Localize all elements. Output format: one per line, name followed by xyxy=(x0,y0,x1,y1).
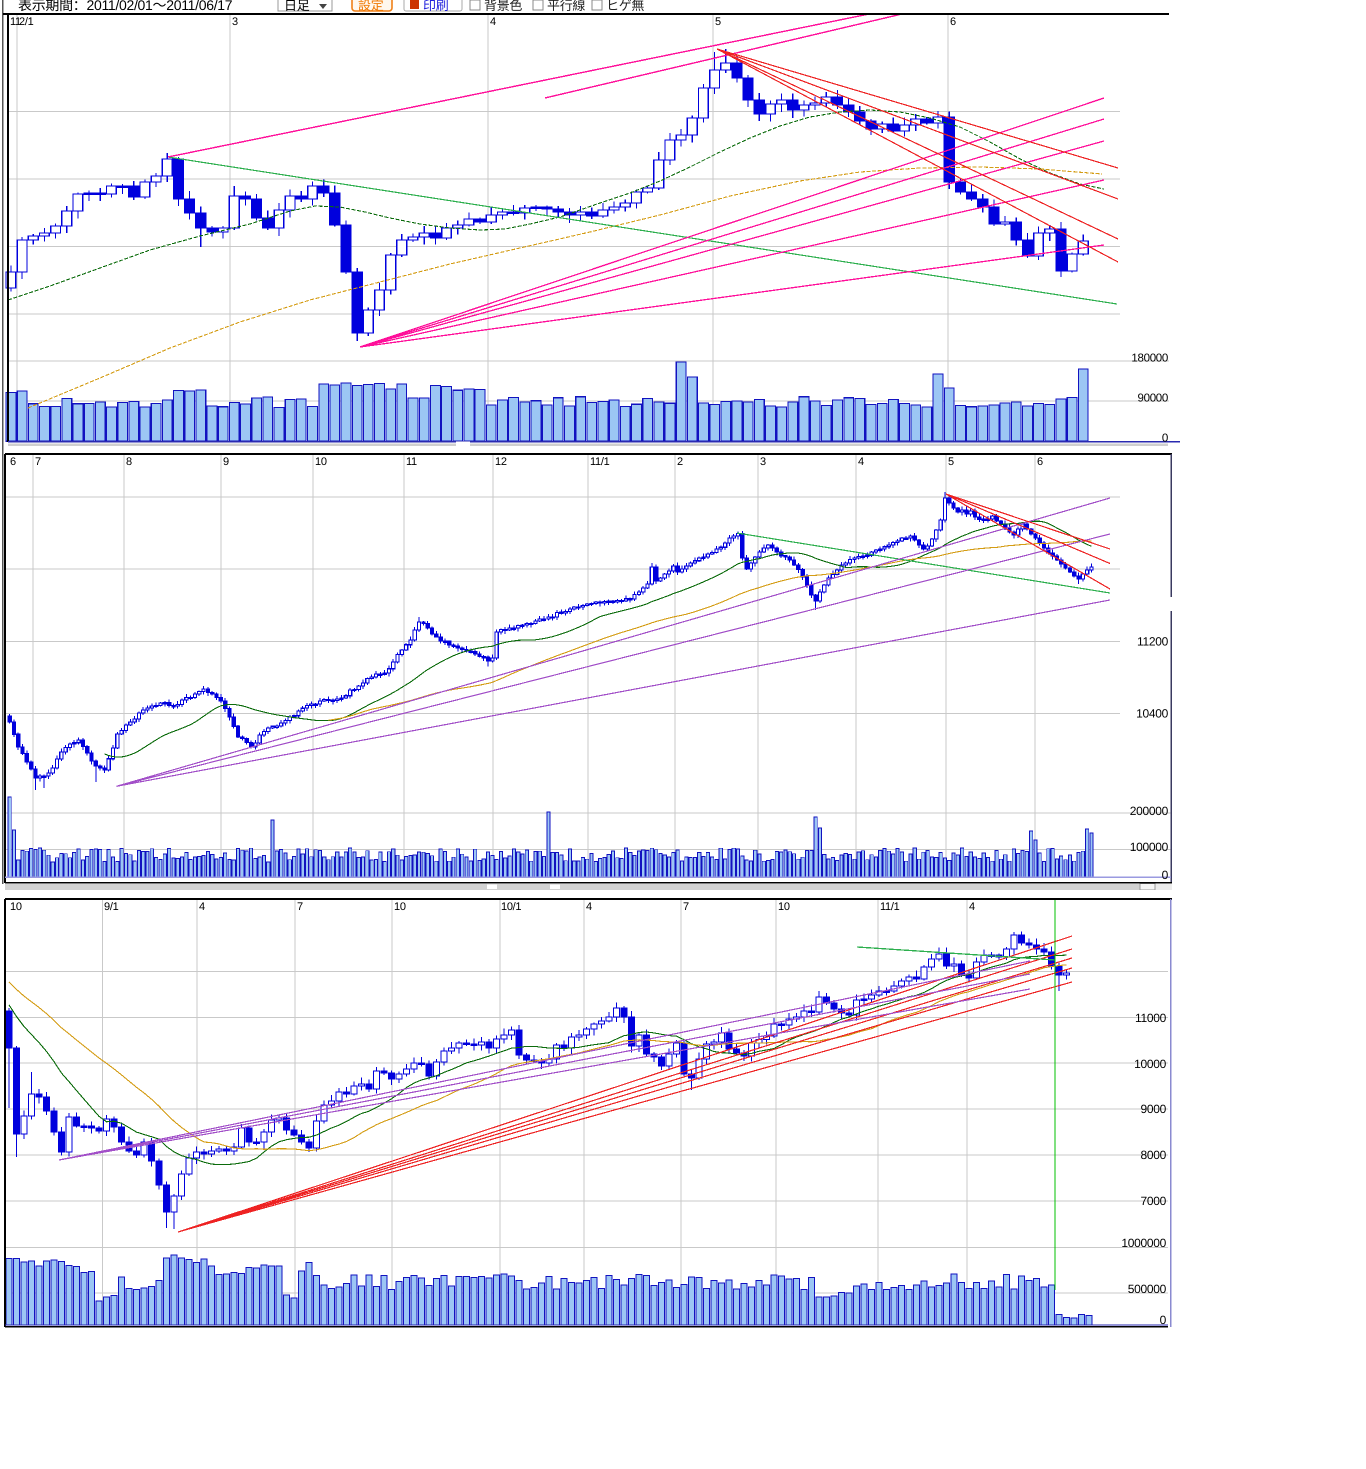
svg-text:0: 0 xyxy=(1162,433,1168,445)
svg-text:2: 2 xyxy=(677,456,683,468)
svg-text:日足: 日足 xyxy=(284,0,310,13)
svg-text:12: 12 xyxy=(495,456,507,468)
svg-text:5: 5 xyxy=(715,16,721,28)
svg-text:0: 0 xyxy=(1162,868,1169,882)
svg-text:3: 3 xyxy=(760,456,766,468)
svg-text:200000: 200000 xyxy=(1130,804,1169,818)
svg-text:11200: 11200 xyxy=(1137,635,1169,649)
svg-text:4: 4 xyxy=(858,456,864,468)
svg-text:9: 9 xyxy=(223,456,229,468)
svg-text:10: 10 xyxy=(10,901,22,913)
svg-text:500000: 500000 xyxy=(1128,1282,1167,1296)
svg-text:10: 10 xyxy=(778,901,790,913)
svg-text:7: 7 xyxy=(297,901,303,913)
svg-text:5: 5 xyxy=(948,456,954,468)
svg-text:11: 11 xyxy=(10,16,21,28)
svg-text:10: 10 xyxy=(315,456,327,468)
svg-text:7: 7 xyxy=(35,456,41,468)
svg-text:2/1: 2/1 xyxy=(19,16,34,28)
svg-text:1000000: 1000000 xyxy=(1121,1236,1166,1250)
svg-text:90000: 90000 xyxy=(1138,393,1168,405)
svg-text:7000: 7000 xyxy=(1141,1194,1167,1208)
svg-text:10000: 10000 xyxy=(1134,1057,1166,1071)
svg-text:3: 3 xyxy=(232,16,238,28)
svg-text:8: 8 xyxy=(126,456,132,468)
svg-text:11: 11 xyxy=(406,456,417,468)
svg-text:8000: 8000 xyxy=(1141,1148,1167,1162)
svg-text:4: 4 xyxy=(586,901,592,913)
svg-text:平行線: 平行線 xyxy=(547,0,585,13)
svg-text:表示期間：2011/02/01～2011/06/17: 表示期間：2011/02/01～2011/06/17 xyxy=(18,0,233,13)
svg-text:4: 4 xyxy=(199,901,205,913)
svg-text:7: 7 xyxy=(683,901,689,913)
svg-text:ヒゲ無: ヒゲ無 xyxy=(606,0,644,13)
svg-text:9/1: 9/1 xyxy=(104,901,119,913)
svg-text:11000: 11000 xyxy=(1135,1011,1167,1025)
svg-text:設定: 設定 xyxy=(358,0,384,13)
svg-text:4: 4 xyxy=(969,901,975,913)
svg-text:10: 10 xyxy=(394,901,406,913)
svg-text:9000: 9000 xyxy=(1141,1102,1167,1116)
svg-text:6: 6 xyxy=(1037,456,1043,468)
svg-text:4: 4 xyxy=(490,16,496,28)
svg-text:100000: 100000 xyxy=(1130,840,1169,854)
svg-text:6: 6 xyxy=(10,456,16,468)
svg-text:6: 6 xyxy=(950,16,956,28)
svg-text:背景色: 背景色 xyxy=(484,0,522,13)
svg-text:180000: 180000 xyxy=(1131,353,1168,365)
svg-text:10400: 10400 xyxy=(1136,707,1168,721)
svg-text:11/1: 11/1 xyxy=(880,901,900,913)
svg-text:印刷: 印刷 xyxy=(423,0,448,13)
svg-text:0: 0 xyxy=(1160,1313,1167,1327)
svg-text:11/1: 11/1 xyxy=(590,456,610,468)
svg-text:10/1: 10/1 xyxy=(501,901,521,913)
